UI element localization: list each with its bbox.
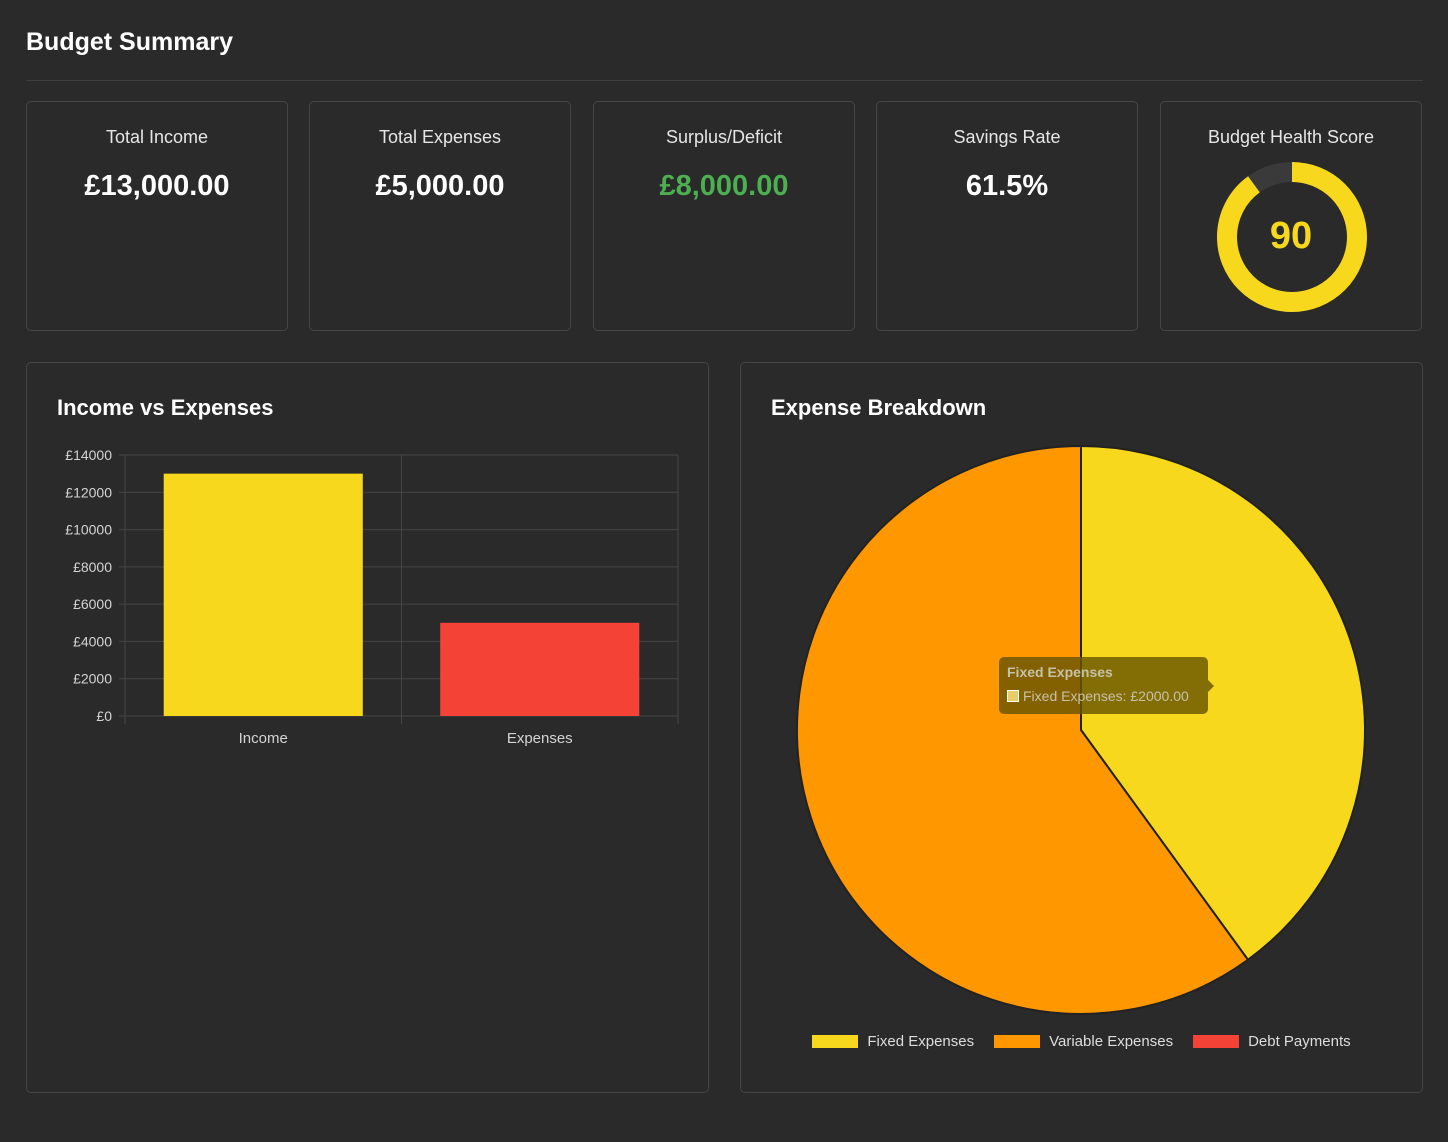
y-tick-label: £8000 [73,559,112,575]
total-expenses-card: Total Expenses £5,000.00 [309,101,571,331]
legend-item-variable-expenses[interactable]: Variable Expenses [994,1033,1173,1050]
savings-rate-value: 61.5% [965,170,1049,202]
legend-swatch [812,1035,859,1048]
y-tick-label: £6000 [73,596,112,612]
total-income-card: Total Income £13,000.00 [26,101,288,331]
title-divider [26,80,1423,81]
health-score-gauge [1217,162,1367,312]
legend-item-debt-payments[interactable]: Debt Payments [1193,1033,1351,1050]
expense-breakdown-pie-chart [796,444,1366,1015]
y-tick-label: £10000 [65,522,112,538]
savings-rate-card: Savings Rate 61.5% [876,101,1138,331]
bar-chart-title: Income vs Expenses [57,395,274,420]
y-tick-label: £0 [96,708,112,724]
x-tick-label: Expenses [507,730,573,747]
budget-health-card: Budget Health Score 90 [1160,101,1422,331]
y-tick-label: £2000 [73,671,112,687]
income-vs-expenses-panel: Income vs Expenses £0 £2000 £4000 £6000 £800… [26,362,709,1093]
total-expenses-label: Total Expenses [378,127,502,147]
tooltip-body: Fixed Expenses: £2000.00 [1023,688,1189,704]
pie-legend: Fixed Expenses Variable Expenses Debt Paym… [741,1033,1422,1050]
x-tick-label: Income [239,730,288,747]
tooltip-color-swatch [1007,690,1019,702]
bar-income[interactable] [163,473,363,716]
pie-slice-fixed-expenses[interactable] [1080,444,1366,962]
total-income-value: £13,000.00 [84,170,230,202]
pie-tooltip: Fixed Expenses Fixed Expenses: £2000.00 [999,657,1214,714]
total-income-label: Total Income [105,127,209,147]
legend-swatch [994,1035,1041,1048]
y-tick-label: £4000 [73,633,112,649]
gauge-fill [1217,162,1367,312]
health-score-value: 90 [1269,215,1313,257]
income-expenses-bar-chart: £0 £2000 £4000 £6000 £8000 £10000 £12000 £14000… [65,447,679,747]
budget-health-label: Budget Health Score [1207,127,1375,147]
legend-label: Debt Payments [1248,1033,1351,1050]
pie-chart-title: Expense Breakdown [771,395,987,420]
y-tick-label: £14000 [65,447,112,463]
surplus-deficit-card: Surplus/Deficit £8,000.00 [593,101,855,331]
legend-swatch [1193,1035,1240,1048]
savings-rate-label: Savings Rate [953,127,1061,147]
bar-expenses[interactable] [440,622,640,716]
total-expenses-value: £5,000.00 [375,170,505,202]
page-title: Budget Summary [26,28,233,56]
legend-label: Variable Expenses [1049,1033,1174,1050]
surplus-deficit-label: Surplus/Deficit [665,127,783,147]
legend-item-fixed-expenses[interactable]: Fixed Expenses [812,1033,974,1050]
pie-slice-variable-expenses[interactable] [796,444,1250,1015]
legend-label: Fixed Expenses [867,1033,975,1050]
tooltip-row: Fixed Expenses: £2000.00 [1007,688,1200,704]
tooltip-title: Fixed Expenses [1007,664,1113,680]
surplus-deficit-value: £8,000.00 [659,170,789,202]
expense-breakdown-panel: Expense Breakdown Fixed Expenses Fixed E… [740,362,1423,1093]
y-tick-label: £12000 [65,484,112,500]
